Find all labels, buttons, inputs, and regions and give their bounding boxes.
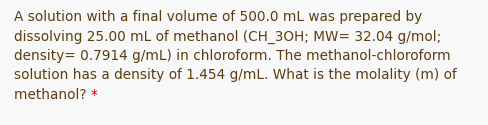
Text: methanol?: methanol? — [14, 88, 91, 102]
Text: density= 0.7914 g/mL) in chloroform. The methanol-chloroform: density= 0.7914 g/mL) in chloroform. The… — [14, 49, 450, 63]
Text: dissolving 25.00 mL of methanol (CH_3OH; MW= 32.04 g/mol;: dissolving 25.00 mL of methanol (CH_3OH;… — [14, 30, 440, 44]
Text: A solution with a final volume of 500.0 mL was prepared by: A solution with a final volume of 500.0 … — [14, 10, 421, 24]
Text: *: * — [91, 88, 98, 102]
Text: solution has a density of 1.454 g/mL. What is the molality (m) of: solution has a density of 1.454 g/mL. Wh… — [14, 68, 456, 82]
